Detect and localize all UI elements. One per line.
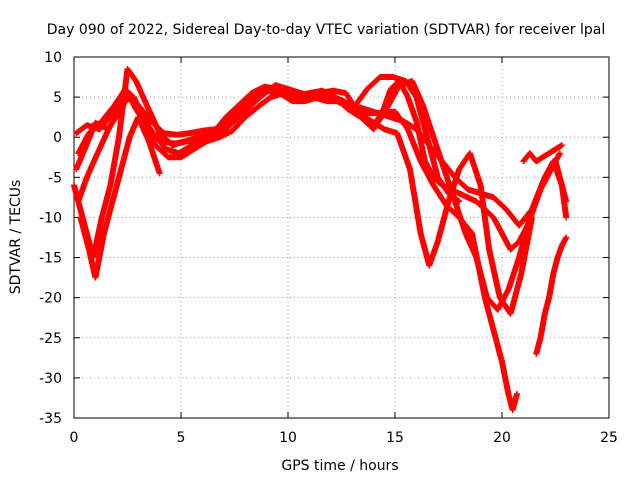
- data-point-marker: [563, 214, 570, 221]
- y-tick-label: -15: [39, 251, 62, 267]
- x-tick-label: 15: [386, 430, 404, 446]
- y-tick-label: 10: [44, 50, 62, 66]
- data-series: [71, 66, 570, 413]
- y-tick-label: -20: [39, 291, 62, 307]
- series-arc-9: [520, 142, 565, 165]
- data-point-marker: [558, 142, 565, 149]
- y-tick-label: -10: [39, 210, 62, 226]
- y-tick-label: -30: [39, 371, 62, 387]
- series-arc-7: [370, 78, 570, 253]
- x-tick-label: 5: [177, 430, 186, 446]
- x-tick-label: 20: [493, 430, 511, 446]
- data-point-marker: [156, 170, 163, 177]
- x-axis-label: GPS time / hours: [281, 458, 398, 474]
- data-point-marker: [563, 234, 570, 241]
- chart-title: Day 090 of 2022, Sidereal Day-to-day VTE…: [47, 22, 605, 38]
- data-point-marker: [513, 390, 520, 397]
- series-arc-1: [73, 87, 520, 413]
- y-tick-label: -35: [39, 411, 62, 427]
- series-arc-3: [73, 86, 535, 317]
- y-tick-label: 5: [53, 90, 62, 106]
- plot-frame: [73, 56, 610, 419]
- y-tick-label: -5: [48, 170, 62, 186]
- x-tick-label: 10: [279, 430, 297, 446]
- y-axis-label: SDTVAR / TECUs: [8, 180, 24, 295]
- x-tick-label: 0: [70, 430, 79, 446]
- y-tick-label: -25: [39, 331, 62, 347]
- data-point-marker: [556, 150, 563, 157]
- axis-ticks: 0 5 10 15 20 25 10 5 0 -5 -10 -15 -20 -25 -30 -35: [39, 50, 618, 446]
- series-arc-6: [77, 114, 163, 281]
- series-arc-8: [533, 234, 570, 357]
- y-tick-label: 0: [53, 130, 62, 146]
- x-tick-label: 25: [600, 430, 618, 446]
